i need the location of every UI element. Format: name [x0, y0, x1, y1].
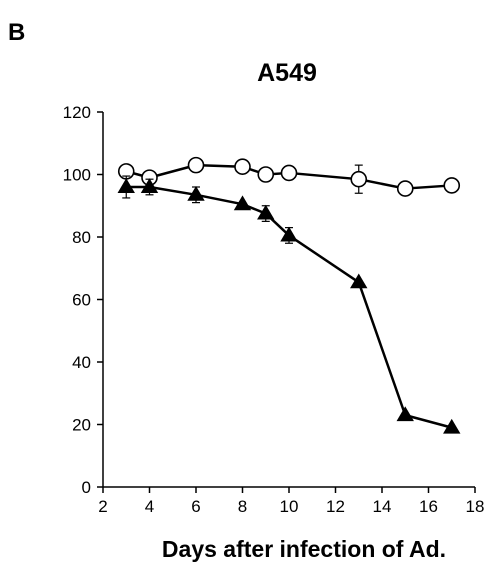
data-point — [350, 273, 368, 289]
x-tick-label: 14 — [373, 497, 392, 516]
data-point — [257, 204, 275, 220]
x-tick-label: 8 — [238, 497, 247, 516]
series-line — [126, 185, 453, 429]
data-point — [117, 178, 135, 194]
series-2 — [117, 175, 461, 434]
data-point — [396, 180, 414, 197]
y-tick-label: 0 — [82, 478, 91, 497]
y-tick-label: 120 — [63, 103, 91, 122]
data-point — [280, 226, 298, 242]
data-point — [350, 170, 368, 188]
data-point — [257, 166, 275, 183]
data-point — [187, 156, 205, 174]
plot-area — [117, 156, 461, 434]
y-tick-label: 40 — [72, 353, 91, 372]
x-tick-label: 12 — [326, 497, 345, 516]
x-tick-label: 6 — [191, 497, 200, 516]
data-point — [140, 178, 159, 194]
chart-title: A549 — [257, 59, 317, 87]
x-axis-label: Days after infection of Ad. — [162, 536, 446, 562]
tick-labels: 0 20 40 60 80 100 120 2 4 6 8 10 12 14 16 18 — [63, 103, 485, 516]
data-point — [234, 158, 251, 175]
data-point — [443, 418, 461, 434]
data-point — [233, 195, 252, 211]
axes — [97, 111, 476, 493]
y-tick-label: 60 — [72, 291, 91, 310]
x-tick-label: 4 — [145, 497, 154, 516]
x-tick-label: 18 — [466, 497, 485, 516]
data-point — [443, 177, 461, 194]
panel-label: B — [8, 19, 25, 46]
x-tick-label: 16 — [419, 497, 438, 516]
x-tick-label: 2 — [98, 497, 107, 516]
data-point — [280, 164, 298, 182]
data-point — [187, 186, 205, 201]
y-tick-label: 80 — [72, 228, 91, 247]
y-tick-label: 100 — [63, 166, 91, 185]
x-tick-label: 10 — [280, 497, 299, 516]
data-point — [396, 406, 414, 422]
y-tick-label: 20 — [72, 416, 91, 435]
